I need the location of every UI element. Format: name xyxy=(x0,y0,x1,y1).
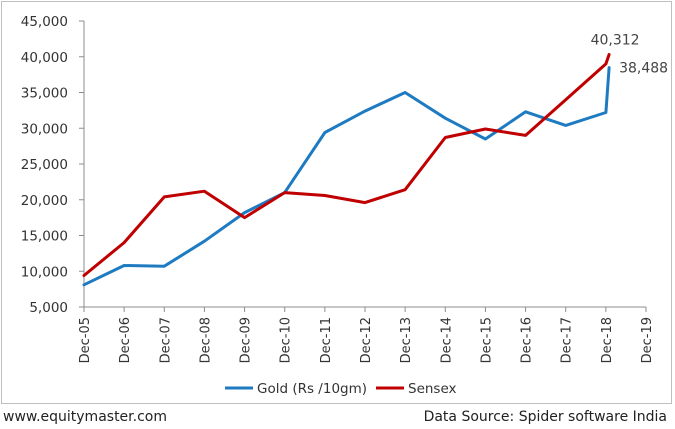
x-tick-label: Dec-18 xyxy=(600,317,615,363)
x-tick-label: Dec-12 xyxy=(359,317,374,363)
x-tick-label: Dec-13 xyxy=(399,317,414,363)
y-tick-label: 10,000 xyxy=(21,264,68,280)
series-line-sensex xyxy=(82,53,611,277)
series-line-gold xyxy=(82,66,611,287)
x-tick-label: Dec-10 xyxy=(279,317,294,363)
x-tick-label: Dec-07 xyxy=(158,317,173,363)
x-tick-label: Dec-14 xyxy=(439,317,454,363)
annotation-sensex-end: 40,312 xyxy=(591,33,640,49)
x-tick-label: Dec-08 xyxy=(198,317,213,363)
y-tick-label: 35,000 xyxy=(21,86,68,102)
series-layer xyxy=(82,53,611,287)
y-axis: 5,000 10,000 15,000 20,000 25,000 30,000 35,00… xyxy=(21,14,85,316)
legend-label: Gold (Rs /10gm) xyxy=(257,381,367,397)
annotations: 40,312 38,488 xyxy=(591,33,669,77)
legend: Gold (Rs /10gm) Sensex xyxy=(225,381,457,397)
x-tick-label: Dec-09 xyxy=(239,317,254,363)
source-site: www.equitymaster.com xyxy=(3,409,167,425)
x-tick-label: Dec-19 xyxy=(640,317,655,363)
line-chart: 5,000 10,000 15,000 20,000 25,000 30,000 35,00… xyxy=(21,14,669,397)
y-tick-label: 15,000 xyxy=(21,229,68,245)
x-tick-label: Dec-17 xyxy=(560,317,575,363)
y-tick-label: 20,000 xyxy=(21,193,68,209)
x-tick-label: Dec-11 xyxy=(319,317,334,363)
data-source-note: Data Source: Spider software India xyxy=(423,409,667,425)
y-tick-label: 40,000 xyxy=(21,50,68,66)
y-tick-label: 45,000 xyxy=(21,14,68,30)
y-tick-label: 5,000 xyxy=(29,300,68,316)
legend-label: Sensex xyxy=(408,381,457,397)
y-tick-label: 30,000 xyxy=(21,121,68,137)
x-axis: Dec-05 Dec-06 Dec-07 Dec-08 Dec-09 Dec-10 Dec-… xyxy=(78,306,655,363)
y-tick-label: 25,000 xyxy=(21,157,68,173)
annotation-gold-end: 38,488 xyxy=(619,61,668,77)
x-tick-label: Dec-06 xyxy=(118,317,133,363)
x-tick-label: Dec-15 xyxy=(479,317,494,363)
x-tick-label: Dec-05 xyxy=(78,317,93,363)
x-tick-label: Dec-16 xyxy=(520,317,535,363)
chart-frame xyxy=(1,1,672,404)
